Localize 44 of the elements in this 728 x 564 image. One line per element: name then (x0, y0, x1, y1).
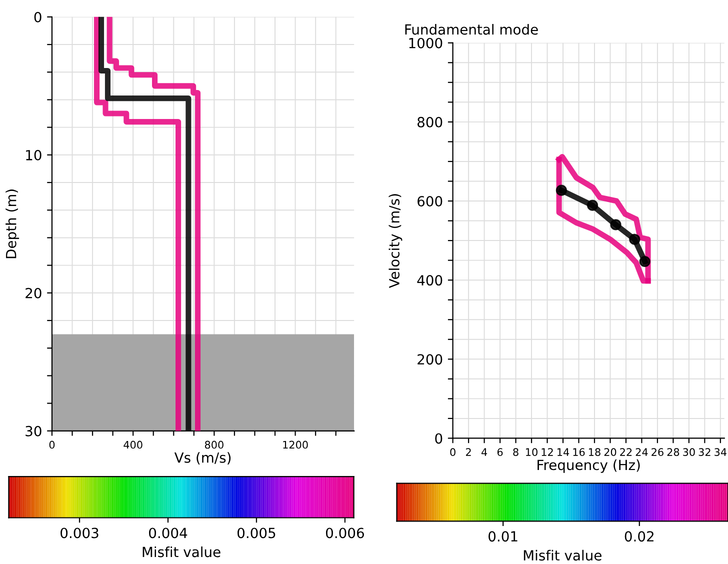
y-axis-title: Velocity (m/s) (388, 194, 402, 288)
x-tick-label: 400 (124, 440, 142, 449)
chart-title: Fundamental mode (405, 24, 538, 35)
x-tick-label: 800 (204, 440, 224, 449)
y-tick-label: 200 (418, 354, 442, 365)
x-tick-label: 10 (526, 448, 538, 456)
y-tick-label: 0 (34, 12, 42, 22)
y-tick-label: 800 (418, 116, 442, 128)
y-tick-label: 600 (418, 196, 442, 206)
color-bar-label: 0.003 (60, 528, 98, 538)
x-tick-label: 24 (636, 448, 648, 456)
x-tick-label: 0 (450, 448, 456, 456)
x-tick-label: 2 (466, 448, 471, 456)
x-tick-label: 20 (604, 448, 616, 456)
x-tick-label: 0 (49, 440, 55, 449)
color-bar-label: 0.004 (149, 528, 188, 538)
y-tick-label: 10 (26, 150, 42, 160)
x-tick-label: 18 (589, 448, 600, 456)
x-tick-label: 30 (683, 448, 695, 456)
x-tick-label: 22 (620, 448, 632, 456)
x-tick-label: 32 (698, 448, 710, 456)
x-tick-label: 26 (652, 448, 664, 456)
y-tick-label: 400 (417, 275, 442, 286)
x-tick-label: 8 (513, 448, 518, 456)
x-tick-label: 12 (542, 448, 553, 456)
y-tick-label: 1000 (409, 38, 442, 48)
y-axis-title: Depth (m) (6, 190, 20, 258)
x-tick-label: 16 (573, 448, 585, 456)
color-bar-title: Misfit value (524, 550, 602, 561)
x-tick-label: 1200 (283, 440, 308, 449)
color-bar-label: 0.005 (238, 528, 276, 538)
y-tick-label: 20 (26, 288, 42, 298)
x-tick-label: 28 (667, 448, 680, 456)
x-axis-title: Frequency (Hz) (538, 459, 640, 473)
color-bar-label: 0.01 (488, 531, 518, 542)
color-bar-title: Misfit value (142, 546, 220, 558)
x-tick-label: 6 (497, 448, 503, 456)
color-bar-label: 0.02 (624, 531, 654, 542)
y-tick-label: 30 (26, 426, 42, 436)
x-axis-title: Vs (m/s) (174, 452, 231, 464)
x-tick-label: 34 (714, 448, 726, 456)
x-tick-label: 14 (558, 448, 570, 456)
x-tick-label: 4 (481, 448, 488, 456)
color-bar-label: 0.006 (326, 528, 364, 538)
